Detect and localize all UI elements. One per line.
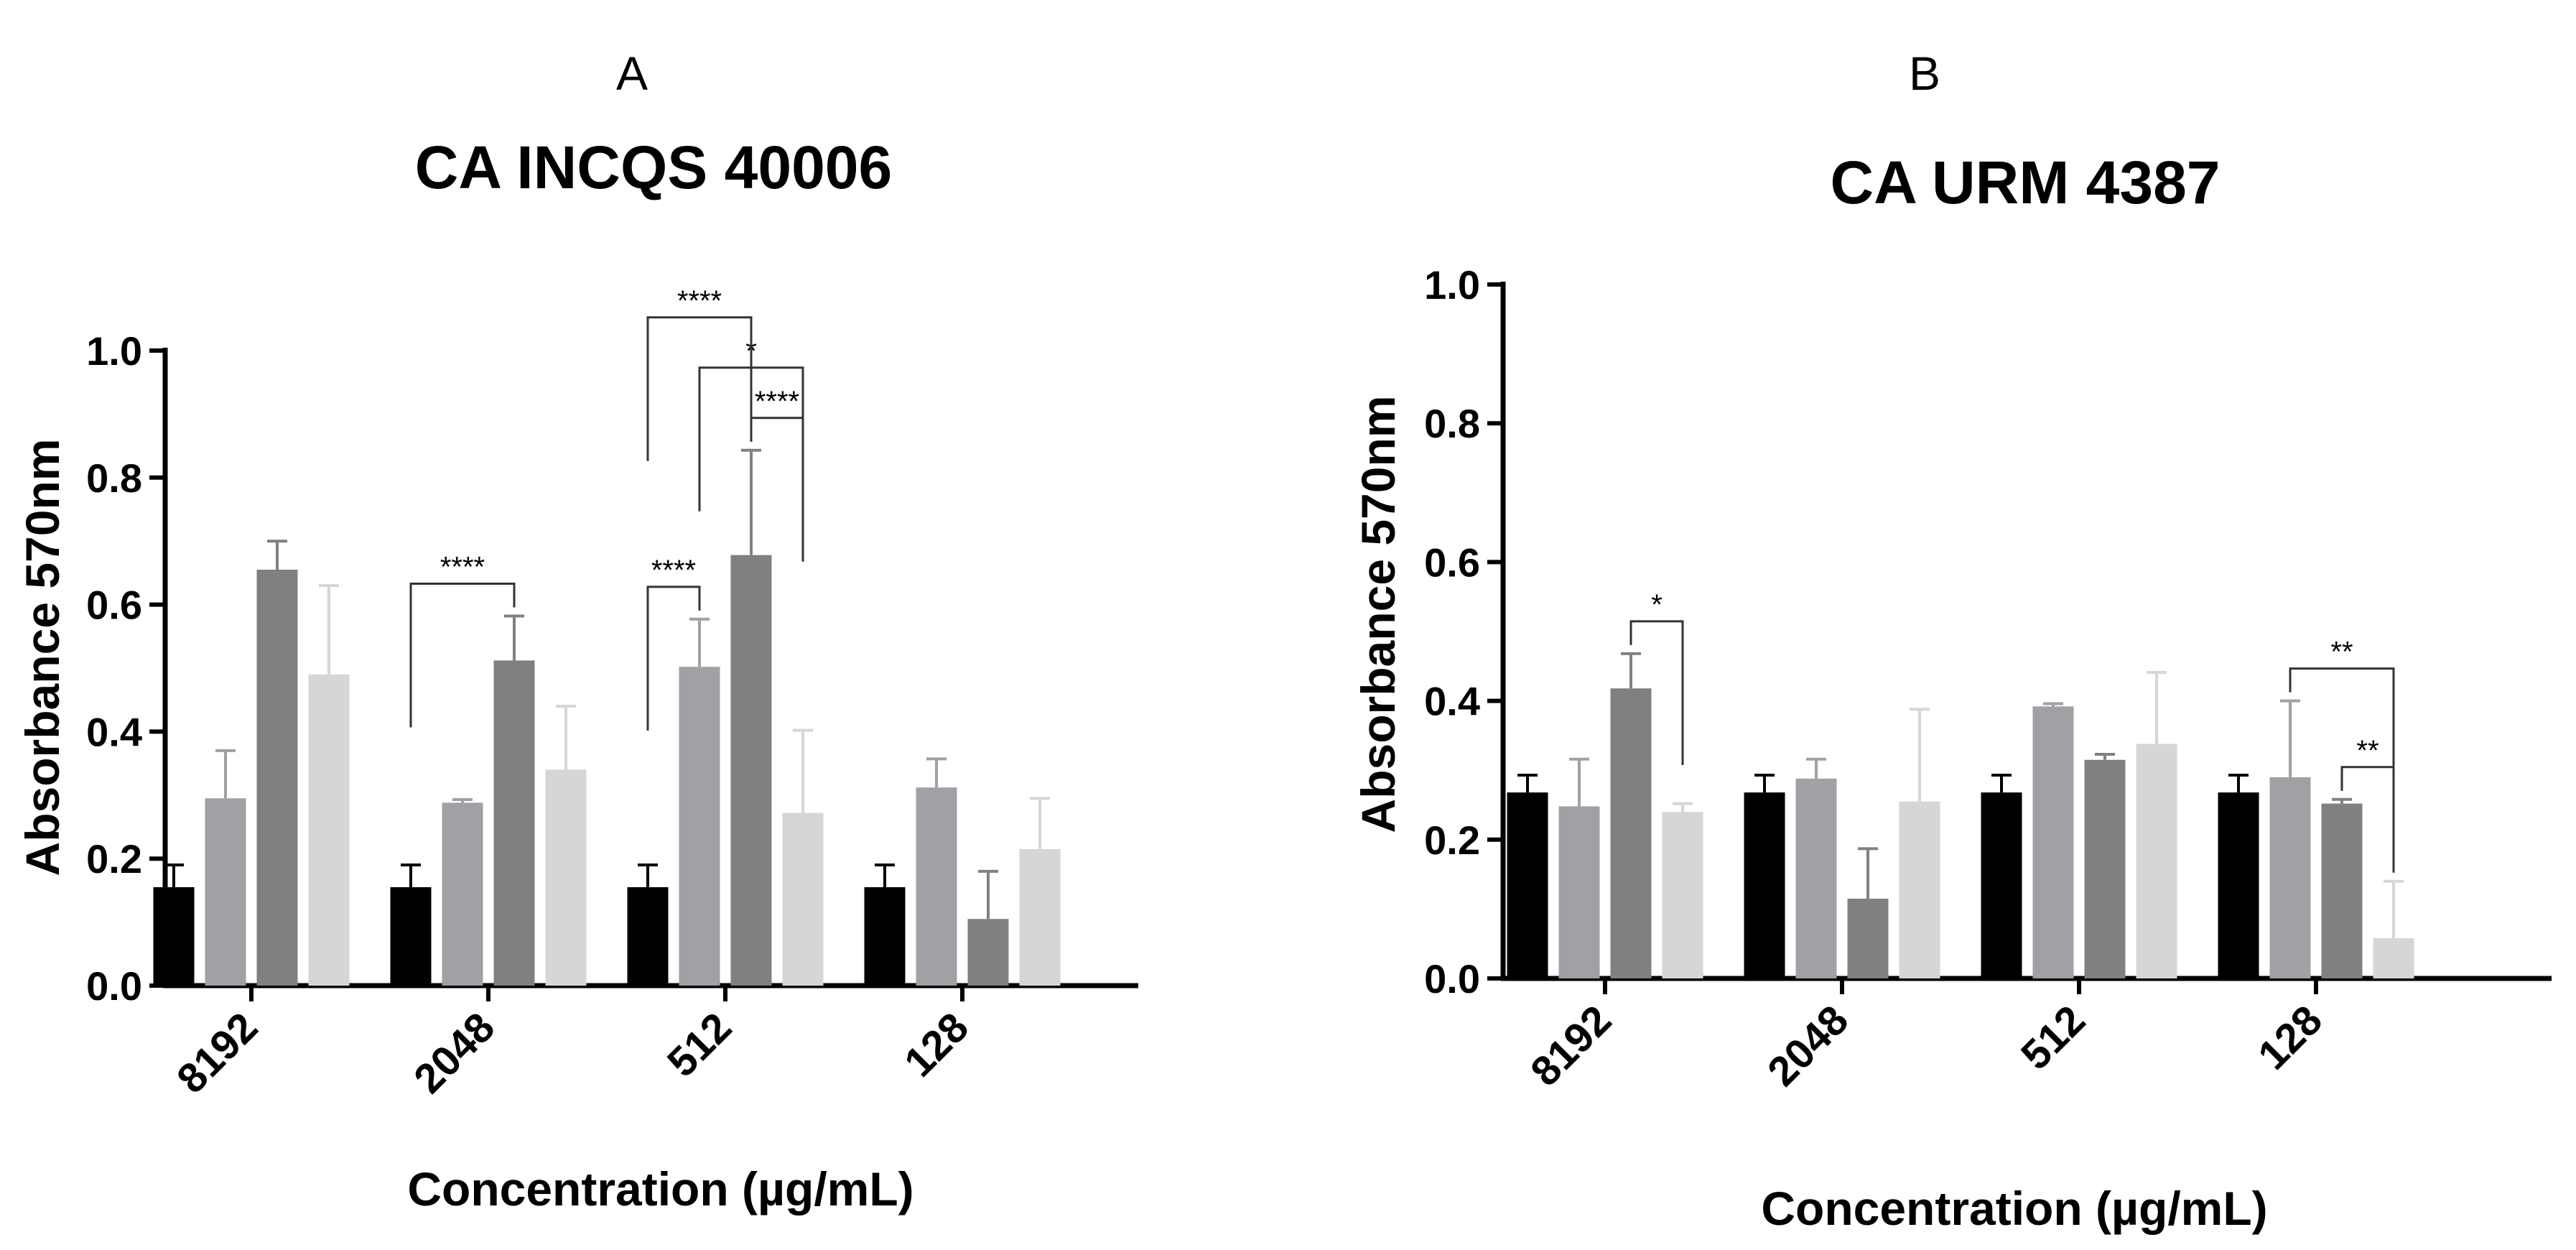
significance-label: * [1651,589,1663,621]
significance-bracket [750,417,804,562]
bar [2136,744,2177,978]
y-tick-label: 1.0 [1424,262,1480,307]
bar [627,886,669,986]
bar [679,667,720,986]
y-tick-label: 0.8 [86,455,142,501]
bar [1847,898,1889,978]
bar [916,787,957,986]
x-tick-label: 512 [2012,996,2094,1078]
y-tick-label: 0.2 [86,836,142,881]
significance-bracket [2289,667,2395,812]
significance-label: **** [651,555,696,586]
panel-b-x-axis-title: Concentration (µg/mL) [1761,1182,2267,1235]
bar [1662,812,1703,978]
significance-label: **** [440,552,485,583]
y-tick-label: 0.4 [1424,679,1480,724]
panel-b-title: CA URM 4387 [1830,149,2220,216]
panel-a-letter: A [616,47,648,100]
bar [2321,803,2363,978]
panel-b: B CA URM 4387 Absorbance 570nm Concentra… [1352,47,2552,1235]
y-tick-label: 0.6 [1424,540,1480,585]
bar [864,886,906,986]
significance-bracket [646,316,753,461]
bar [1981,792,2022,978]
bar [308,674,350,986]
y-tick-label: 0.0 [86,963,142,1009]
panel-a-x-axis-title: Concentration (µg/mL) [407,1162,913,1216]
significance-bracket [409,583,516,728]
panel-a: A CA INCQS 40006 Absorbance 570nm Concen… [16,47,1138,1216]
bar [2269,777,2311,978]
y-tick-label: 0.2 [1424,818,1480,863]
bar [1610,688,1652,978]
panel-a-y-axis-title: Absorbance 570nm [16,439,69,876]
y-tick-label: 1.0 [86,328,142,374]
x-tick-label: 2048 [1759,996,1857,1095]
significance-bracket [646,585,701,731]
y-tick-label: 0.0 [1424,956,1480,1001]
bar [2032,706,2074,978]
bar [493,660,535,986]
bar [2218,792,2259,978]
significance-label: ** [2330,636,2353,668]
bar [1507,792,1548,978]
significance-bracket [2340,766,2395,873]
significance-bracket [1629,620,1684,765]
y-tick-label: 0.4 [86,709,142,754]
x-tick-label: 128 [896,1004,977,1085]
bar [153,886,195,986]
panel-a-plot: 0.0 0.2 0.4 0.6 0.8 1.0 8192 2048 512 128 **** ****… [86,285,1138,1102]
significance-label: ** [2356,735,2379,767]
x-tick-label: 512 [659,1004,740,1085]
panel-b-letter: B [1909,47,1940,100]
bar [2373,937,2414,978]
bar [256,569,298,986]
bar [1744,792,1785,978]
panel-a-title: CA INCQS 40006 [415,134,893,201]
bar [545,769,587,986]
bar [2084,759,2126,978]
significance-label: **** [677,285,722,317]
bar [205,798,246,986]
x-tick-label: 8192 [168,1004,266,1102]
bar [1558,806,1600,978]
bar [1019,848,1061,986]
panel-b-y-axis-title: Absorbance 570nm [1352,396,1405,833]
bar [967,919,1009,986]
x-tick-label: 128 [2249,996,2331,1078]
significance-label: **** [755,386,799,417]
y-tick-label: 0.8 [1424,401,1480,446]
bar [390,886,432,986]
bar [1899,801,1940,978]
bar [730,555,772,986]
bar [782,812,824,986]
bar [1795,778,1837,978]
x-tick-label: 2048 [405,1004,503,1102]
bar [442,802,483,986]
x-tick-label: 8192 [1522,996,1620,1095]
y-tick-label: 0.6 [86,583,142,628]
